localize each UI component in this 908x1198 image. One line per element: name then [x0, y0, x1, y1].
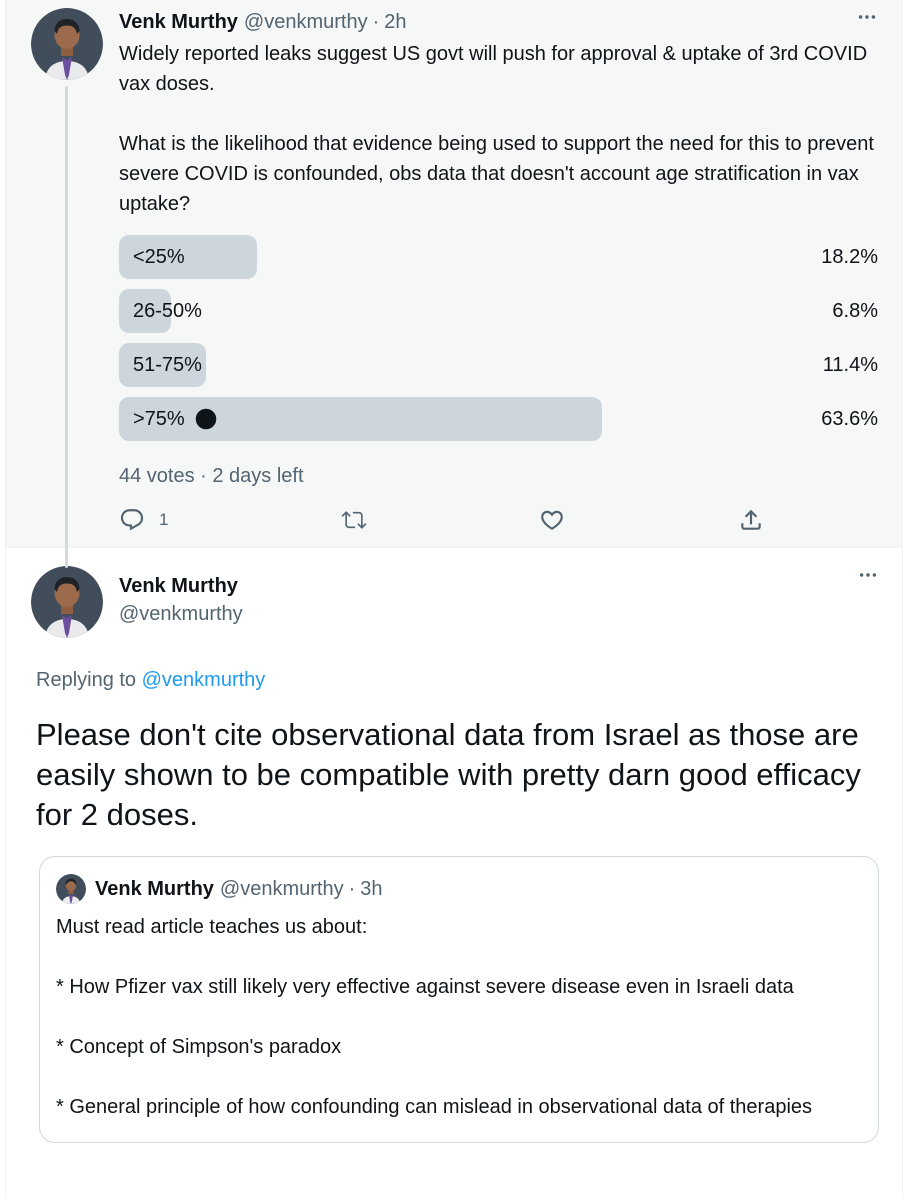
avatar-image [31, 566, 103, 638]
poll-meta: 44 votes · 2 days left [119, 465, 304, 487]
more-icon[interactable] [856, 6, 878, 28]
poll-tweet[interactable]: Venk Murthy @venkmurthy · 2h Widely repo… [6, 0, 902, 548]
retweet-icon [341, 511, 367, 529]
poll-option-percent: 6.8% [832, 299, 878, 322]
reply-count: 1 [159, 510, 169, 529]
heart-icon [541, 510, 564, 530]
poll-bar [119, 343, 206, 387]
avatar[interactable] [31, 8, 103, 80]
dot-separator: · [348, 878, 356, 900]
poll-option-3: 51-75% 11.4% [119, 343, 878, 387]
tweet-actions: 1 [119, 507, 764, 533]
display-name[interactable]: Venk Murthy [119, 575, 238, 597]
avatar-image [56, 874, 86, 904]
replying-to-label: Replying to [36, 669, 137, 691]
voted-check-icon [194, 407, 218, 431]
quoted-tweet-header: Venk Murthy @venkmurthy · 3h [56, 874, 862, 904]
poll-option-1: <25% 18.2% [119, 235, 878, 279]
tweet-text: Widely reported leaks suggest US govt wi… [119, 43, 874, 215]
quoted-tweet-text: Must read article teaches us about: * Ho… [56, 916, 813, 1118]
poll-option-4: >75% 63.6% [119, 397, 878, 441]
reply-icon [120, 509, 144, 531]
poll-option-label: >75% [133, 407, 185, 430]
share-icon [741, 509, 761, 530]
poll-option-percent: 11.4% [822, 353, 878, 376]
tweet-header: Venk Murthy @venkmurthy [31, 566, 879, 638]
display-name: Venk Murthy [95, 878, 214, 900]
like-button[interactable] [539, 507, 565, 533]
share-button[interactable] [738, 507, 764, 533]
quoted-tweet-card[interactable]: Venk Murthy @venkmurthy · 3h Must read a… [39, 856, 879, 1143]
poll-option-percent: 18.2% [821, 245, 878, 268]
avatar[interactable] [31, 566, 103, 638]
poll-option-label: 51-75% [133, 353, 202, 376]
avatar [56, 874, 86, 904]
display-name[interactable]: Venk Murthy [119, 11, 238, 33]
poll-bar [119, 289, 171, 333]
timeline-column: Venk Murthy @venkmurthy · 2h Widely repo… [5, 0, 903, 1198]
dot-separator: · [372, 11, 380, 33]
handle[interactable]: @venkmurthy [243, 11, 368, 33]
replying-to: Replying to @venkmurthy [36, 666, 879, 694]
timestamp: 3h [360, 878, 383, 900]
avatar-image [31, 8, 103, 80]
tweet-text: Please don't cite observational data fro… [36, 717, 861, 832]
poll-option-label: <25% [133, 245, 185, 268]
thread-connector-line [65, 86, 68, 568]
poll-option-percent: 63.6% [821, 407, 878, 430]
more-icon[interactable] [857, 564, 879, 586]
tweet-header: Venk Murthy @venkmurthy · 2h [119, 8, 878, 35]
focal-reply-tweet: Venk Murthy @venkmurthy Replying to @ven… [6, 548, 902, 1143]
replying-to-handle-link[interactable]: @venkmurthy [141, 669, 266, 691]
poll-option-label: 26-50% [133, 299, 202, 322]
handle: @venkmurthy [219, 878, 344, 900]
poll: <25% 18.2% 26-50% 6.8% 51-75% 11.4% [119, 235, 878, 489]
retweet-button[interactable] [341, 507, 367, 533]
poll-bar [119, 235, 258, 279]
poll-option-2: 26-50% 6.8% [119, 289, 878, 333]
reply-button[interactable]: 1 [119, 507, 168, 533]
handle[interactable]: @venkmurthy [119, 603, 243, 625]
timestamp[interactable]: 2h [384, 11, 407, 33]
